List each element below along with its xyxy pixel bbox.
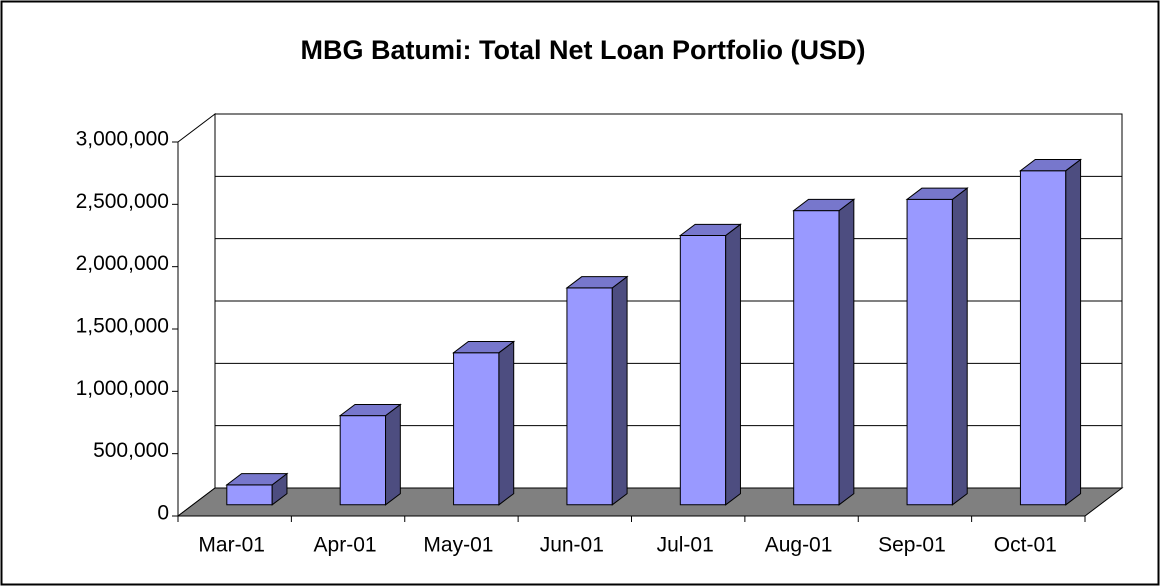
bar-side bbox=[498, 340, 515, 506]
x-tick-label: Jun-01 bbox=[540, 534, 604, 557]
bar-front bbox=[906, 198, 953, 506]
bar-top bbox=[678, 223, 742, 237]
bar-side bbox=[385, 403, 401, 506]
bar bbox=[452, 340, 516, 506]
x-tick-label: Mar-01 bbox=[198, 534, 265, 557]
y-tick-label: 2,500,000 bbox=[76, 190, 169, 213]
bar-top bbox=[338, 403, 402, 417]
bar-top bbox=[565, 276, 629, 289]
bar-top bbox=[905, 187, 969, 200]
bar-front bbox=[566, 287, 613, 506]
bar-front bbox=[339, 415, 387, 506]
y-tick-label: 1,000,000 bbox=[76, 377, 169, 400]
bar-top bbox=[1018, 158, 1083, 172]
bar-front bbox=[1019, 170, 1067, 506]
floor bbox=[176, 487, 1124, 517]
x-tick-label: Aug-01 bbox=[765, 534, 833, 557]
bar-front bbox=[226, 484, 273, 506]
y-tick-label: 0 bbox=[157, 502, 169, 525]
x-tick-label: Jul-01 bbox=[657, 534, 714, 557]
x-tick-label: Apr-01 bbox=[314, 534, 377, 557]
x-tick-label: May-01 bbox=[423, 534, 493, 557]
bar-side bbox=[838, 198, 855, 506]
bar-front bbox=[679, 235, 727, 506]
side-wall bbox=[177, 112, 216, 518]
bar bbox=[792, 198, 856, 506]
chart-title: MBG Batumi: Total Net Loan Portfolio (US… bbox=[301, 35, 866, 65]
bar bbox=[565, 275, 629, 506]
bar bbox=[1018, 158, 1083, 506]
bar bbox=[338, 403, 402, 506]
bar-side bbox=[1065, 158, 1082, 506]
bar-top bbox=[452, 341, 516, 354]
bar-top bbox=[225, 473, 289, 486]
bar-front bbox=[793, 210, 840, 506]
x-tick-label: Oct-01 bbox=[994, 534, 1057, 557]
x-tick-label: Sep-01 bbox=[878, 534, 946, 557]
bar-side bbox=[611, 275, 628, 506]
bar-side bbox=[951, 187, 968, 506]
y-tick-label: 1,500,000 bbox=[76, 315, 169, 338]
bar bbox=[225, 472, 289, 506]
bar bbox=[905, 187, 969, 506]
y-tick-label: 2,000,000 bbox=[76, 252, 169, 275]
y-tick-label: 3,000,000 bbox=[76, 128, 169, 151]
bar-side bbox=[725, 223, 741, 506]
bar bbox=[678, 223, 742, 506]
bar-front bbox=[453, 352, 500, 506]
y-tick-label: 500,000 bbox=[93, 439, 169, 462]
bar-top bbox=[792, 198, 856, 212]
